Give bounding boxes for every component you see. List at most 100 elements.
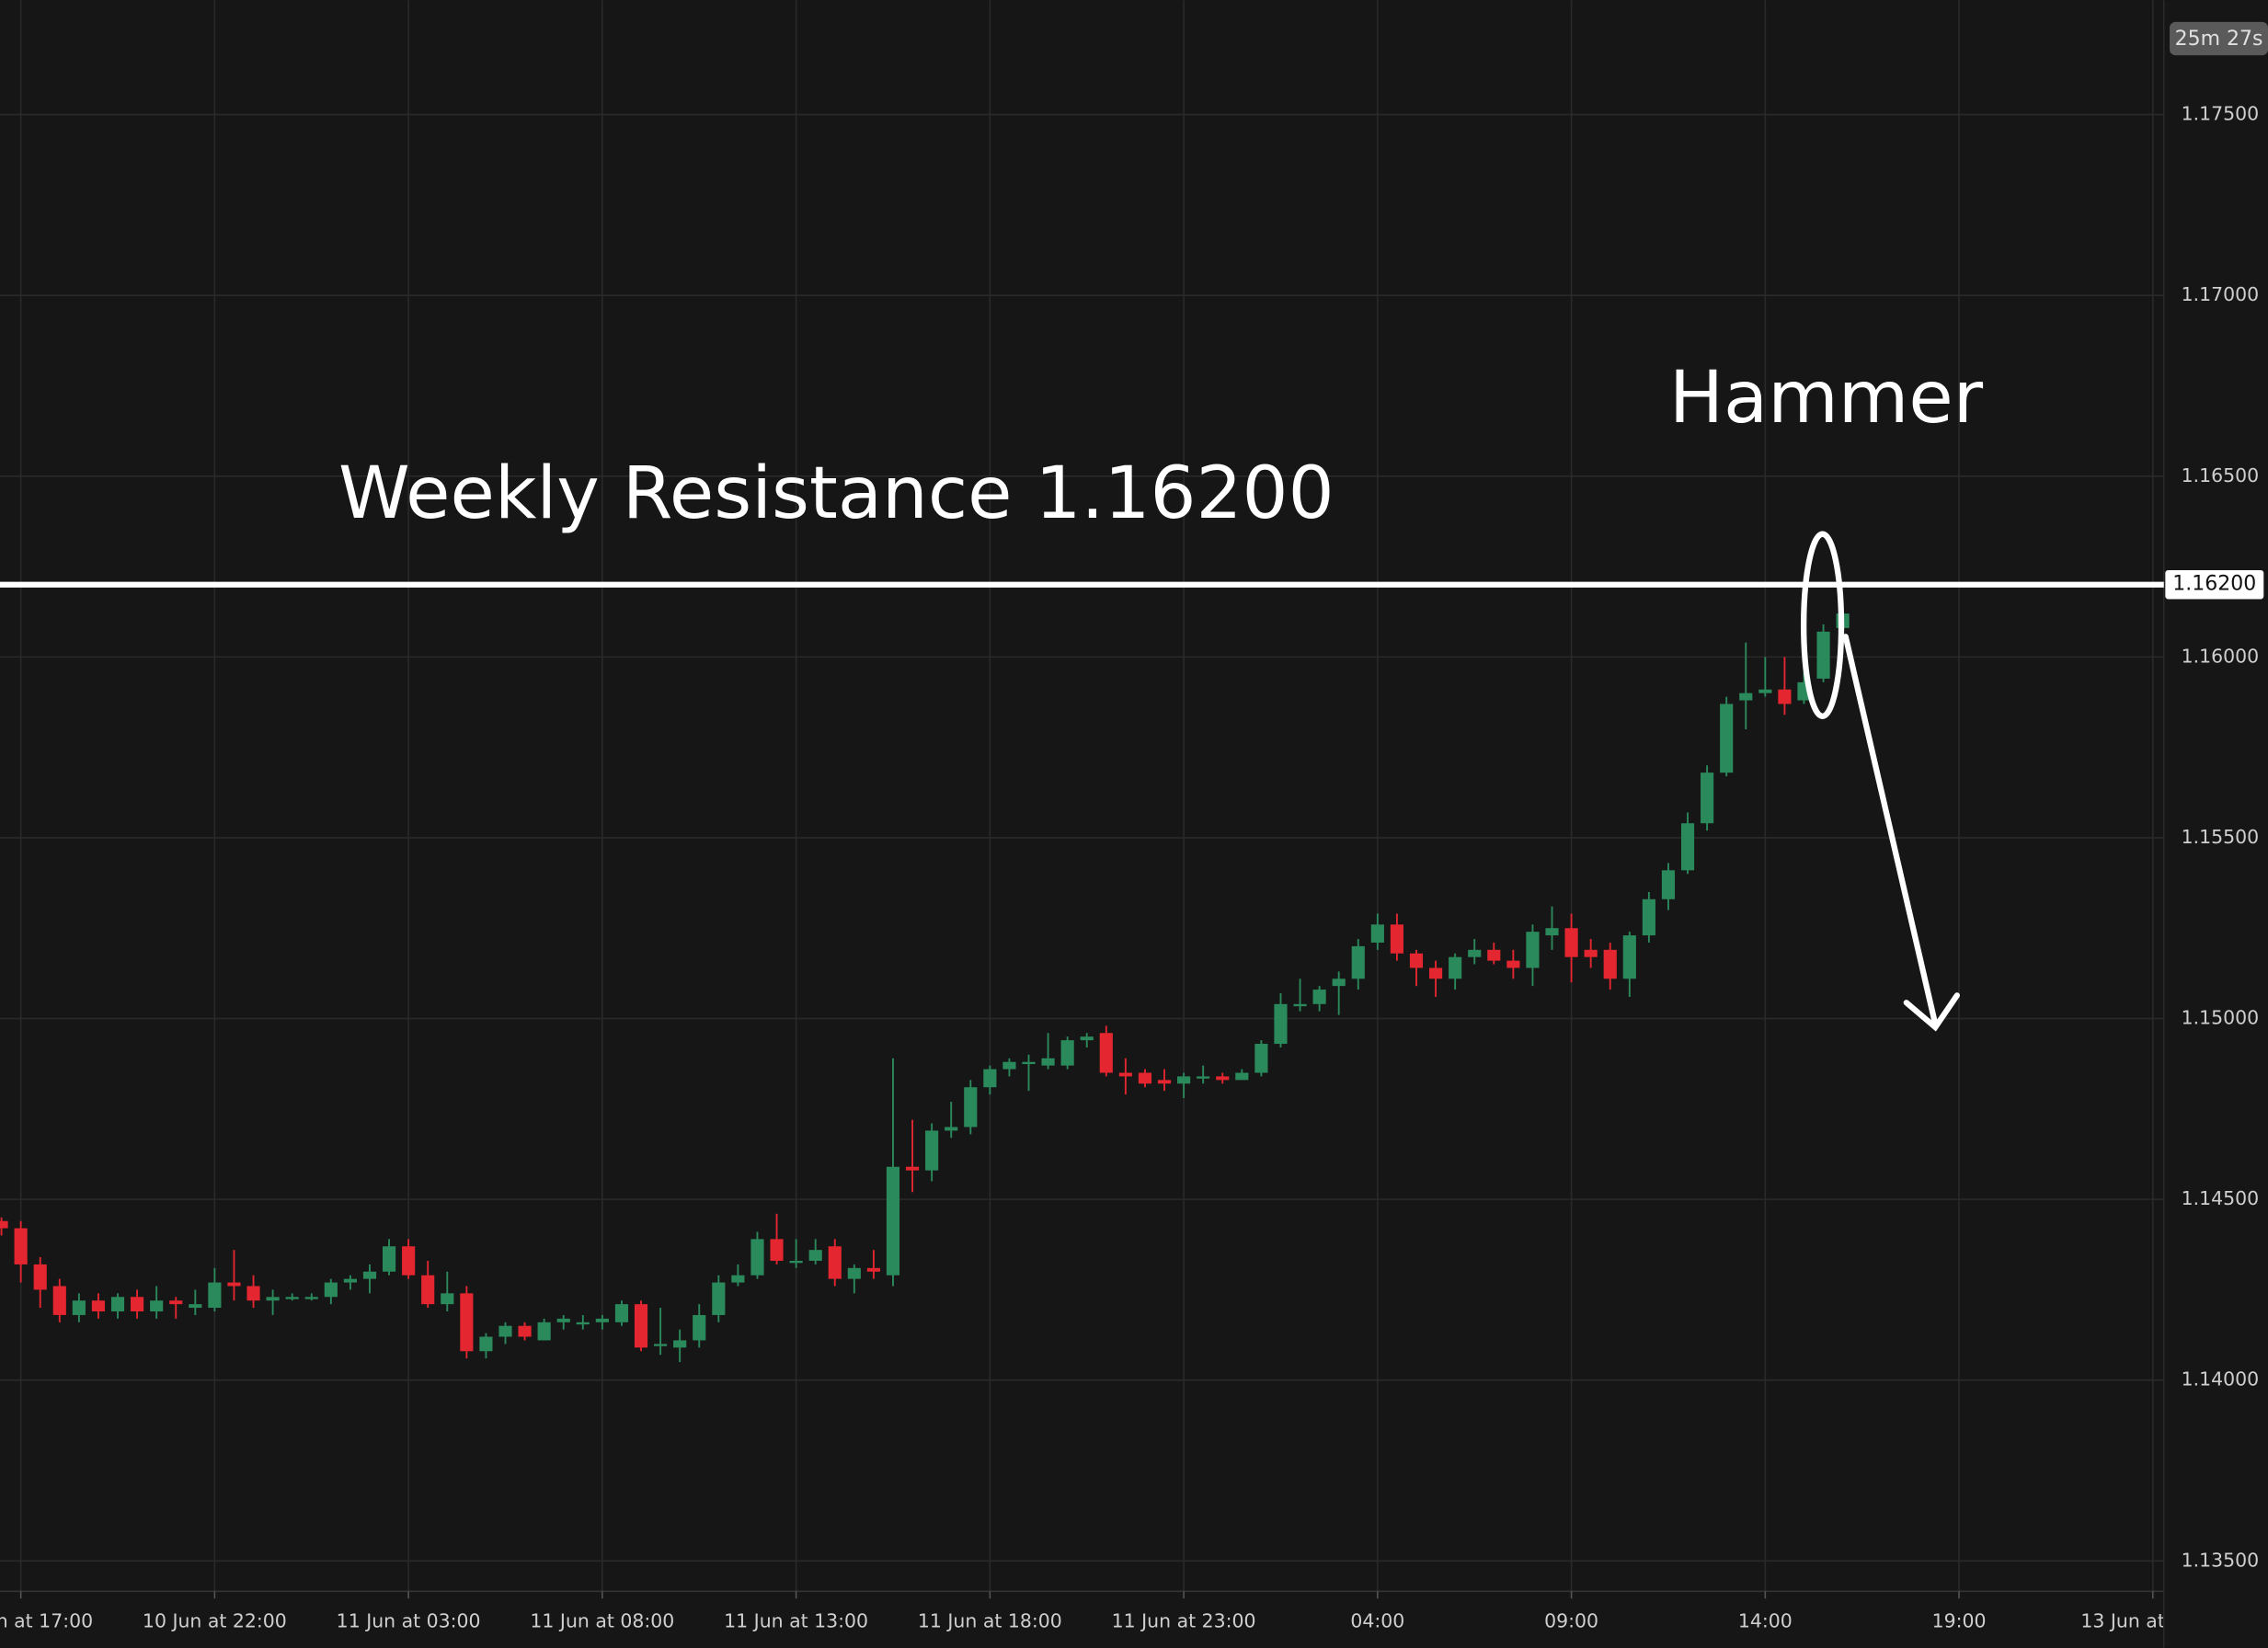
candle-body	[1080, 1036, 1094, 1041]
candle-body	[110, 1297, 125, 1312]
y-tick-label: 1.15000	[2182, 1007, 2260, 1029]
candle-body	[886, 1166, 900, 1276]
candle-body	[1449, 956, 1462, 979]
candle-body	[1409, 953, 1424, 968]
x-tick-label: 11 Jun at 23:00	[1112, 1609, 1256, 1631]
y-tick-label: 1.16500	[2182, 464, 2260, 486]
candle-body	[1622, 935, 1636, 979]
candle-body	[828, 1246, 842, 1279]
y-tick-label: 1.14500	[2182, 1187, 2260, 1209]
x-tick-label: 14:00	[1738, 1609, 1793, 1631]
resistance-label: 1.16200	[2172, 573, 2256, 596]
candle-body	[1390, 924, 1403, 954]
candle-body	[91, 1300, 106, 1312]
candle-body	[1099, 1033, 1113, 1073]
resistance-badge	[2165, 569, 2264, 600]
candle-body	[1157, 1080, 1172, 1084]
candle-body	[498, 1325, 512, 1337]
candle-body	[1584, 949, 1598, 957]
candle-body	[1118, 1072, 1132, 1077]
candle-body	[847, 1267, 861, 1279]
candle-body	[945, 1127, 958, 1131]
candle-body	[1060, 1040, 1074, 1066]
candle-body	[460, 1293, 474, 1352]
candle-body	[1720, 704, 1734, 773]
price-axis-panel	[2163, 0, 2268, 1648]
candle-body	[421, 1275, 435, 1305]
candle-body	[576, 1322, 590, 1325]
candles	[0, 610, 1850, 1363]
candle-body	[1468, 949, 1482, 957]
candle-body	[614, 1304, 629, 1322]
candle-body	[518, 1325, 532, 1337]
candle-body	[402, 1246, 416, 1276]
y-tick-label: 1.17500	[2182, 103, 2260, 125]
arrow-shaft	[1842, 634, 1939, 1027]
arrow-head	[1903, 992, 1961, 1032]
candle-body	[1545, 928, 1559, 936]
candle-body	[770, 1239, 784, 1261]
y-tick-label: 1.15500	[2182, 826, 2260, 848]
candle-body	[1816, 631, 1830, 679]
annotation: Weekly Resistance 1.16200	[338, 451, 1334, 535]
candle-body	[72, 1300, 86, 1315]
candle-body	[1661, 870, 1676, 899]
candle-body	[14, 1228, 28, 1265]
candle-body	[731, 1275, 745, 1283]
hammer-highlight	[1801, 531, 1845, 719]
countdown-badge	[2170, 21, 2268, 56]
candle-body	[1332, 978, 1346, 987]
candle-body	[750, 1239, 764, 1276]
candle-body	[1235, 1072, 1249, 1081]
candle-body	[1254, 1044, 1268, 1073]
candle-body	[905, 1166, 920, 1171]
candle-body	[964, 1087, 978, 1127]
candle-body	[1758, 689, 1772, 693]
y-tick-label: 1.14000	[2182, 1368, 2260, 1390]
candle-body	[925, 1130, 939, 1171]
y-tick-label: 1.17000	[2182, 283, 2260, 305]
x-axis: 10 Jun at 17:00 10 Jun at 22:00 11 Jun at …	[0, 1591, 2225, 1631]
candle-body	[266, 1297, 280, 1301]
candle-body	[537, 1322, 551, 1341]
candle-body	[0, 1220, 8, 1229]
candle-body	[304, 1297, 318, 1299]
countdown: 25m 27s	[2175, 28, 2263, 51]
candle-body	[1041, 1058, 1055, 1066]
candle-body	[382, 1246, 396, 1272]
y-axis: 1.13500 1.14000 1.14500 1.15000 1.15500 1.160…	[2182, 103, 2260, 1572]
candle-body	[324, 1282, 338, 1298]
candle-body	[1739, 692, 1753, 701]
candle-body	[1370, 924, 1384, 943]
candle-body	[1274, 1003, 1288, 1045]
candle-body	[33, 1264, 47, 1290]
candle-body	[208, 1282, 222, 1309]
x-tick-label: 04:00	[1350, 1609, 1404, 1631]
candle-body	[1022, 1061, 1036, 1065]
arrow	[1842, 634, 1961, 1032]
y-tick-label: 1.16000	[2182, 645, 2260, 667]
candle-body	[479, 1336, 493, 1352]
candle-body	[983, 1069, 997, 1088]
candle-body	[556, 1318, 570, 1322]
candle-body	[1002, 1061, 1016, 1070]
x-tick-label: 09:00	[1544, 1609, 1598, 1631]
candle-body	[362, 1271, 377, 1279]
candle-body	[1564, 928, 1578, 957]
candle-body	[1603, 949, 1617, 979]
candle-body	[654, 1344, 668, 1346]
candle-body	[1701, 772, 1714, 824]
candle-body	[808, 1250, 822, 1261]
candle-body	[189, 1304, 202, 1309]
x-tick-label: 10 Jun at 17:00	[0, 1609, 93, 1631]
grid	[0, 0, 2164, 1593]
candle-body	[131, 1297, 144, 1312]
x-tick-label: 11 Jun at 03:00	[337, 1609, 481, 1631]
candle-body	[1138, 1072, 1152, 1084]
candle-body	[52, 1286, 66, 1315]
candle-body	[1680, 823, 1695, 871]
candle-body	[712, 1282, 726, 1315]
candle-body	[1487, 949, 1501, 961]
